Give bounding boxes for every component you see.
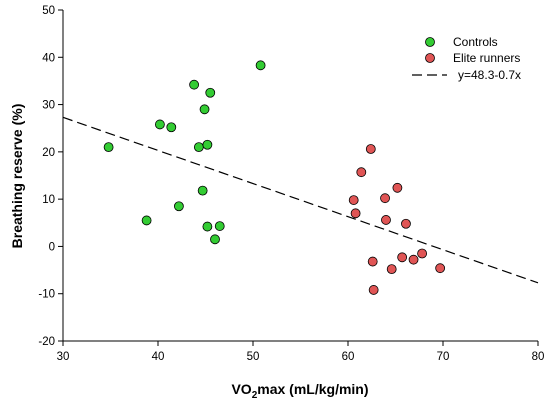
x-tick-label: 60 [342,351,355,363]
x-tick-label: 70 [437,351,450,363]
regression-line [62,116,539,284]
data-point-controls [166,122,177,133]
data-point-elite-runners [381,215,391,225]
y-axis-title: Breathing reserve (%) [9,104,25,249]
data-point-controls [214,221,225,231]
data-point-controls [199,104,210,115]
x-axis-title: VO2max (mL/kg/min) [231,381,368,401]
regression-line-group [62,116,539,284]
data-point-controls [205,87,216,98]
legend-label-regression: y=48.3-0.7x [458,68,521,82]
data-point-elite-runners [397,252,408,263]
data-point-elite-runners [401,218,411,229]
data-point-controls [202,139,213,150]
data-point-controls [154,119,165,130]
x-tick-label: 30 [57,351,70,363]
data-point-controls [189,79,200,90]
legend: Controls Elite runners y=48.3-0.7x [412,35,521,82]
data-point-elite-runners [386,264,397,275]
y-tick-label: 40 [42,52,55,64]
data-point-controls [173,201,184,212]
data-points [103,60,446,295]
data-point-elite-runners [392,182,403,193]
x-axis-title-subscript: 2 [252,390,258,401]
data-point-elite-runners [356,167,367,178]
data-point-elite-runners [367,256,378,267]
data-point-controls [202,221,213,232]
data-point-controls [193,142,204,153]
data-point-elite-runners [435,263,446,274]
data-point-controls [197,185,208,196]
legend-marker-elite-runners [425,53,435,63]
data-point-elite-runners [380,193,390,204]
y-tick-label: 20 [42,147,55,159]
data-point-controls [210,234,220,245]
data-point-controls [141,215,152,226]
y-tick-label: 10 [42,194,55,206]
x-axis: 30 40 50 60 70 80 [57,340,545,363]
data-point-elite-runners [368,285,379,295]
y-tick-label: 0 [49,241,55,253]
y-tick-label: 50 [42,5,55,17]
legend-label-controls: Controls [453,35,498,49]
y-tick-label: -10 [38,289,55,301]
legend-marker-controls [425,37,435,47]
y-tick-label: -20 [38,336,55,348]
x-tick-label: 80 [532,351,545,363]
legend-label-elite-runners: Elite runners [453,51,520,65]
x-tick-label: 50 [247,351,260,363]
data-point-controls [255,60,266,71]
y-tick-label: 30 [42,100,55,112]
data-point-controls [103,142,114,153]
x-tick-label: 40 [152,351,165,363]
data-point-elite-runners [365,144,376,154]
y-axis: -20 -10 0 10 20 30 40 50 [38,5,64,348]
data-point-elite-runners [417,248,428,259]
data-point-elite-runners [408,254,419,265]
data-point-elite-runners [350,208,361,219]
data-point-elite-runners [348,195,359,205]
